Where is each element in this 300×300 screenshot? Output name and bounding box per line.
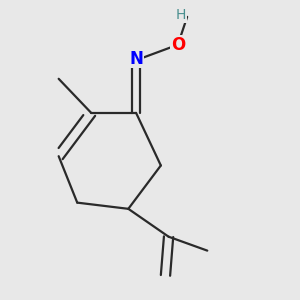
Text: N: N xyxy=(129,50,143,68)
Text: O: O xyxy=(171,36,185,54)
Text: H: H xyxy=(176,8,186,22)
